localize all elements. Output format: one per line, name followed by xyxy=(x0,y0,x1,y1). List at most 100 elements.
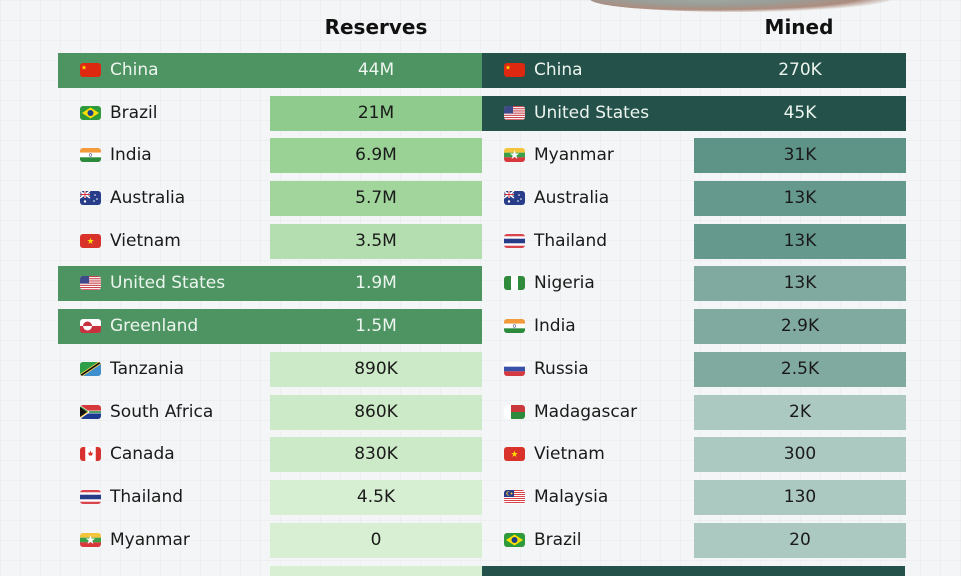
country-label: India xyxy=(534,316,576,337)
mined-row-australia: Australia 13K xyxy=(482,181,906,217)
value-bar xyxy=(58,266,482,302)
myanmar-flag-icon xyxy=(80,532,101,547)
value-label: 130 xyxy=(783,486,817,507)
value-bar xyxy=(270,351,482,387)
reserves-row-australia: Australia 5.7M xyxy=(58,181,482,217)
mined-row-vietnam: Vietnam 300 xyxy=(482,437,906,473)
reserves-row-south-africa: South Africa 860K xyxy=(58,394,482,430)
value-label: 3.5M xyxy=(355,230,397,251)
country-label: Russia xyxy=(534,358,589,379)
country-label: Madagascar xyxy=(534,401,638,422)
mined-row-russia: Russia 2.5K xyxy=(482,351,906,387)
south-africa-flag-icon xyxy=(80,404,101,419)
reserves-row-vietnam: Vietnam 3.5M xyxy=(58,223,482,259)
value-label: 300 xyxy=(783,444,817,465)
greenland-flag-icon xyxy=(80,319,101,334)
reserves-row-united-states: United States 1.9M xyxy=(58,266,482,302)
reserves-row-greenland: Greenland 1.5M xyxy=(58,309,482,345)
myanmar-flag-icon xyxy=(504,148,525,163)
value-bar xyxy=(482,95,906,131)
canada-flag-icon xyxy=(80,447,101,462)
value-label: 1.9M xyxy=(355,273,397,294)
brazil-flag-icon xyxy=(80,105,101,120)
country-label: Thailand xyxy=(534,230,608,251)
vietnam-flag-icon xyxy=(504,447,525,462)
value-bar xyxy=(694,394,906,430)
value-bar xyxy=(694,223,906,259)
malaysia-flag-icon xyxy=(504,489,525,504)
value-bar xyxy=(270,181,482,217)
country-label: Australia xyxy=(534,188,610,209)
value-bar xyxy=(694,437,906,473)
reserves-row-thailand: Thailand 4.5K xyxy=(58,479,482,515)
thailand-flag-icon xyxy=(504,233,525,248)
value-bar xyxy=(270,479,482,515)
country-label: Brazil xyxy=(110,102,158,123)
value-label: 5.7M xyxy=(355,188,397,209)
madagascar-flag-icon xyxy=(504,404,525,419)
country-label: Myanmar xyxy=(534,145,614,166)
australia-flag-icon xyxy=(504,191,525,206)
value-bar xyxy=(694,181,906,217)
value-label: 2.5K xyxy=(780,358,820,379)
reserves-row-brazil: Brazil 21M xyxy=(58,95,482,131)
country-label: Nigeria xyxy=(534,273,595,294)
india-flag-icon xyxy=(80,148,101,163)
value-bar xyxy=(270,95,482,131)
tanzania-flag-icon xyxy=(80,361,101,376)
value-label: 13K xyxy=(783,230,817,251)
mined-table: China 270K United States 45K Myanmar 31K Austr… xyxy=(482,53,906,565)
value-bar xyxy=(694,266,906,302)
country-label: Brazil xyxy=(534,529,582,550)
country-label: Myanmar xyxy=(110,529,190,550)
value-label: 270K xyxy=(778,60,822,80)
country-label: Canada xyxy=(110,444,175,465)
country-label: Vietnam xyxy=(110,230,181,251)
country-label: China xyxy=(534,60,583,80)
reserves-table: China 44M Brazil 21M India 6.9M Australia 5.7M V… xyxy=(58,53,482,565)
value-label: 860K xyxy=(354,401,398,422)
value-label: 4.5K xyxy=(356,486,396,507)
vietnam-flag-icon xyxy=(80,233,101,248)
value-bar xyxy=(270,394,482,430)
value-label: 13K xyxy=(783,188,817,209)
value-bar xyxy=(270,522,482,558)
mined-row-madagascar: Madagascar 2K xyxy=(482,394,906,430)
country-label: Malaysia xyxy=(534,486,609,507)
reserves-row-cutoff xyxy=(270,566,482,576)
reserves-row-india: India 6.9M xyxy=(58,138,482,174)
value-label: 6.9M xyxy=(355,145,397,166)
mined-row-china: China 270K xyxy=(482,53,906,88)
mined-header: Mined xyxy=(764,15,834,39)
value-bar xyxy=(270,138,482,174)
australia-flag-icon xyxy=(80,191,101,206)
rare-earth-ore-image xyxy=(590,0,890,12)
value-label: 31K xyxy=(783,145,817,166)
value-label: 44M xyxy=(357,60,395,80)
reserves-row-canada: Canada 830K xyxy=(58,437,482,473)
value-label: 13K xyxy=(783,273,817,294)
thailand-flag-icon xyxy=(80,489,101,504)
value-bar xyxy=(694,479,906,515)
value-bar xyxy=(58,53,482,88)
country-label: United States xyxy=(110,273,226,294)
value-bar xyxy=(270,437,482,473)
mined-row-cutoff xyxy=(482,566,905,576)
mined-row-nigeria: Nigeria 13K xyxy=(482,266,906,302)
mined-row-thailand: Thailand 13K xyxy=(482,223,906,259)
us-flag-icon xyxy=(504,105,525,120)
mined-row-myanmar: Myanmar 31K xyxy=(482,138,906,174)
reserves-header: Reserves xyxy=(324,15,428,39)
value-label: 21M xyxy=(357,102,395,123)
reserves-row-china: China 44M xyxy=(58,53,482,88)
reserves-row-myanmar: Myanmar 0 xyxy=(58,522,482,558)
value-label: 890K xyxy=(354,358,398,379)
value-label: 45K xyxy=(783,102,817,123)
country-label: Thailand xyxy=(110,486,184,507)
value-label: 1.5M xyxy=(355,316,397,337)
value-bar xyxy=(694,522,906,558)
country-label: United States xyxy=(534,102,650,123)
brazil-flag-icon xyxy=(504,532,525,547)
nigeria-flag-icon xyxy=(504,276,525,291)
russia-flag-icon xyxy=(504,361,525,376)
